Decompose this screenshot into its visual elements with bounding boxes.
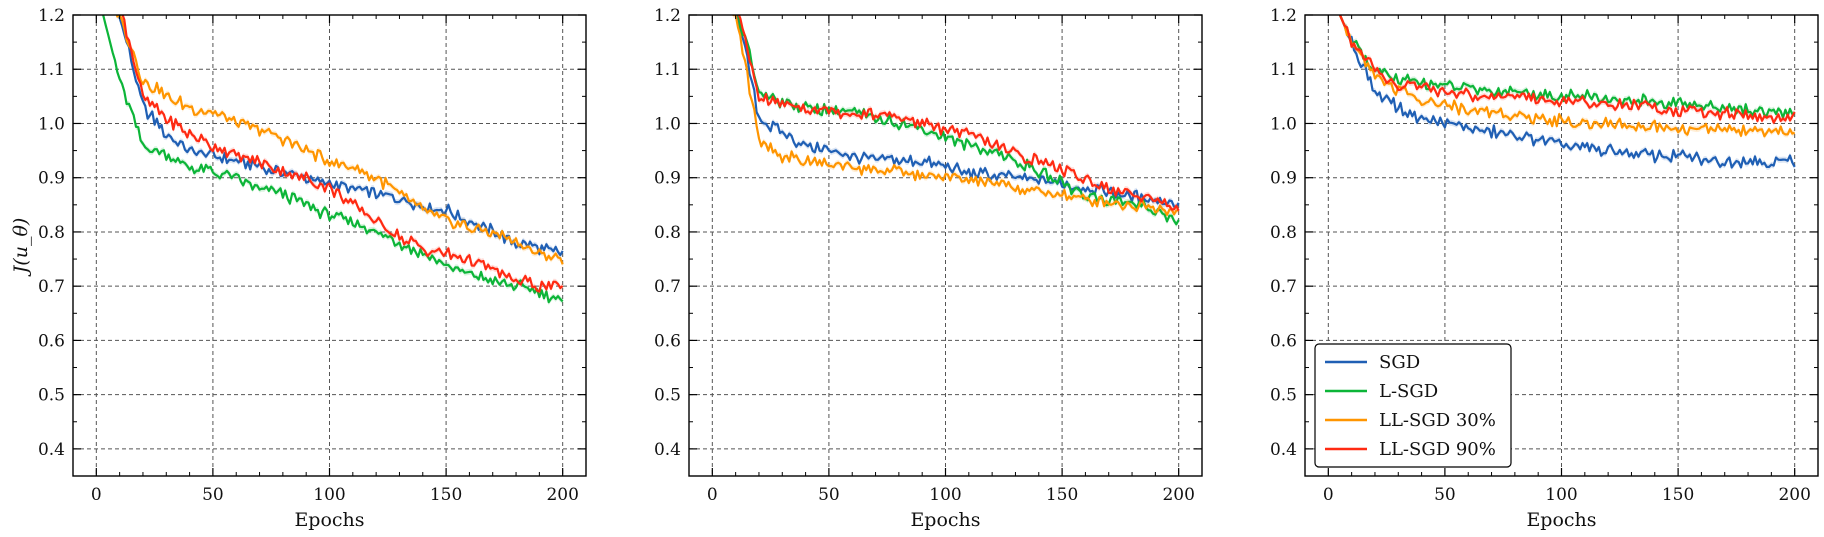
x-axis-title: Epochs xyxy=(910,509,980,531)
legend-label-2: L-SGD xyxy=(1379,381,1438,402)
x-tick-label: 50 xyxy=(818,485,840,505)
x-tick-label: 200 xyxy=(1778,485,1810,505)
y-tick-label: 0.7 xyxy=(38,277,65,297)
x-tick-label: 0 xyxy=(1323,485,1334,505)
x-tick-label: 150 xyxy=(1662,485,1694,505)
y-tick-label: 0.6 xyxy=(38,331,65,351)
legend-box xyxy=(1314,343,1512,468)
y-tick-label: 0.7 xyxy=(1270,277,1297,297)
ticks xyxy=(688,14,1203,477)
legend: SGD L-SGD LL-SGD 30% LL-SGD 90% xyxy=(1314,343,1512,468)
x-tick-label: 100 xyxy=(313,485,345,505)
y-tick-label: 1.1 xyxy=(654,60,681,80)
series-line-3 xyxy=(1338,15,1796,138)
y-tick-label: 0.5 xyxy=(1270,386,1297,406)
series-group xyxy=(102,15,564,306)
chart-panel-1: 0 50 100 150 200 0.4 0.5 0.6 0.7 0.8 0.9 1.0 1.1 1.2 E… xyxy=(10,6,587,531)
y-tick-label: 1.1 xyxy=(38,60,65,80)
series-line-4 xyxy=(1338,15,1796,124)
series-line-3 xyxy=(115,15,564,265)
x-tick-label: 50 xyxy=(1434,485,1456,505)
y-tick-label: 0.4 xyxy=(38,440,65,460)
x-tick-label: 50 xyxy=(202,485,224,505)
y-tick-label: 0.5 xyxy=(38,386,65,406)
y-tick-label: 0.9 xyxy=(654,169,681,189)
y-tick-label: 1.2 xyxy=(1270,6,1297,26)
legend-label-4: LL-SGD 90% xyxy=(1379,439,1496,460)
series-line-4 xyxy=(737,15,1180,212)
plot-frame xyxy=(72,14,587,477)
y-tick-label: 0.7 xyxy=(654,277,681,297)
y-tick-label: 0.9 xyxy=(38,169,65,189)
y-axis-title: J(u_θ) xyxy=(10,218,32,278)
series-line-3 xyxy=(732,15,1179,216)
x-tick-label: 100 xyxy=(929,485,961,505)
legend-label-3: LL-SGD 30% xyxy=(1379,410,1496,431)
y-tick-label: 0.6 xyxy=(1270,331,1297,351)
y-tick-label: 1.0 xyxy=(38,114,65,134)
series-line-1 xyxy=(117,15,564,257)
x-tick-label: 200 xyxy=(546,485,578,505)
y-tick-label: 0.5 xyxy=(654,386,681,406)
grid xyxy=(689,14,1202,476)
y-tick-label: 0.8 xyxy=(38,223,65,243)
legend-label-1: SGD xyxy=(1379,352,1420,373)
panels: 0 50 100 150 200 0.4 0.5 0.6 0.7 0.8 0.9 1.0 1.1 1.2 E… xyxy=(10,6,1819,531)
series-line-2 xyxy=(102,15,564,304)
chart-panel-2: 0 50 100 150 200 0.4 0.5 0.6 0.7 0.8 0.9 1.0 1.1 1.2 E… xyxy=(654,6,1203,531)
y-tick-label: 1.2 xyxy=(38,6,65,26)
x-tick-label: 0 xyxy=(91,485,102,505)
series-group xyxy=(1338,15,1796,171)
ticks xyxy=(72,14,587,477)
y-tick-label: 1.1 xyxy=(1270,60,1297,80)
ticks xyxy=(1304,14,1819,477)
y-tick-label: 1.0 xyxy=(654,114,681,134)
y-tick-label: 0.8 xyxy=(654,223,681,243)
series-line-1 xyxy=(1338,15,1796,169)
series-line-2 xyxy=(1338,15,1795,119)
x-tick-label: 0 xyxy=(707,485,718,505)
x-tick-label: 150 xyxy=(430,485,462,505)
y-tick-label: 0.4 xyxy=(654,440,681,460)
x-axis-title: Epochs xyxy=(294,509,364,531)
series-line-4 xyxy=(121,15,564,293)
plot-frame xyxy=(688,14,1203,477)
chart-panel-3: 0 50 100 150 200 0.4 0.5 0.6 0.7 0.8 0.9 1.0 1.1 1.2 E… xyxy=(1270,6,1819,531)
x-axis-title: Epochs xyxy=(1526,509,1596,531)
x-tick-label: 150 xyxy=(1046,485,1078,505)
y-tick-label: 1.2 xyxy=(654,6,681,26)
x-tick-label: 200 xyxy=(1162,485,1194,505)
x-tick-label: 100 xyxy=(1545,485,1577,505)
series-band-1 xyxy=(736,15,1179,210)
y-tick-label: 0.6 xyxy=(654,331,681,351)
series-group xyxy=(732,15,1180,228)
series-band-2 xyxy=(1338,15,1795,121)
y-tick-label: 0.4 xyxy=(1270,440,1297,460)
y-tick-label: 0.8 xyxy=(1270,223,1297,243)
y-tick-label: 0.9 xyxy=(1270,169,1297,189)
series-band-4 xyxy=(737,15,1179,214)
y-tick-label: 1.0 xyxy=(1270,114,1297,134)
grid xyxy=(73,14,586,476)
